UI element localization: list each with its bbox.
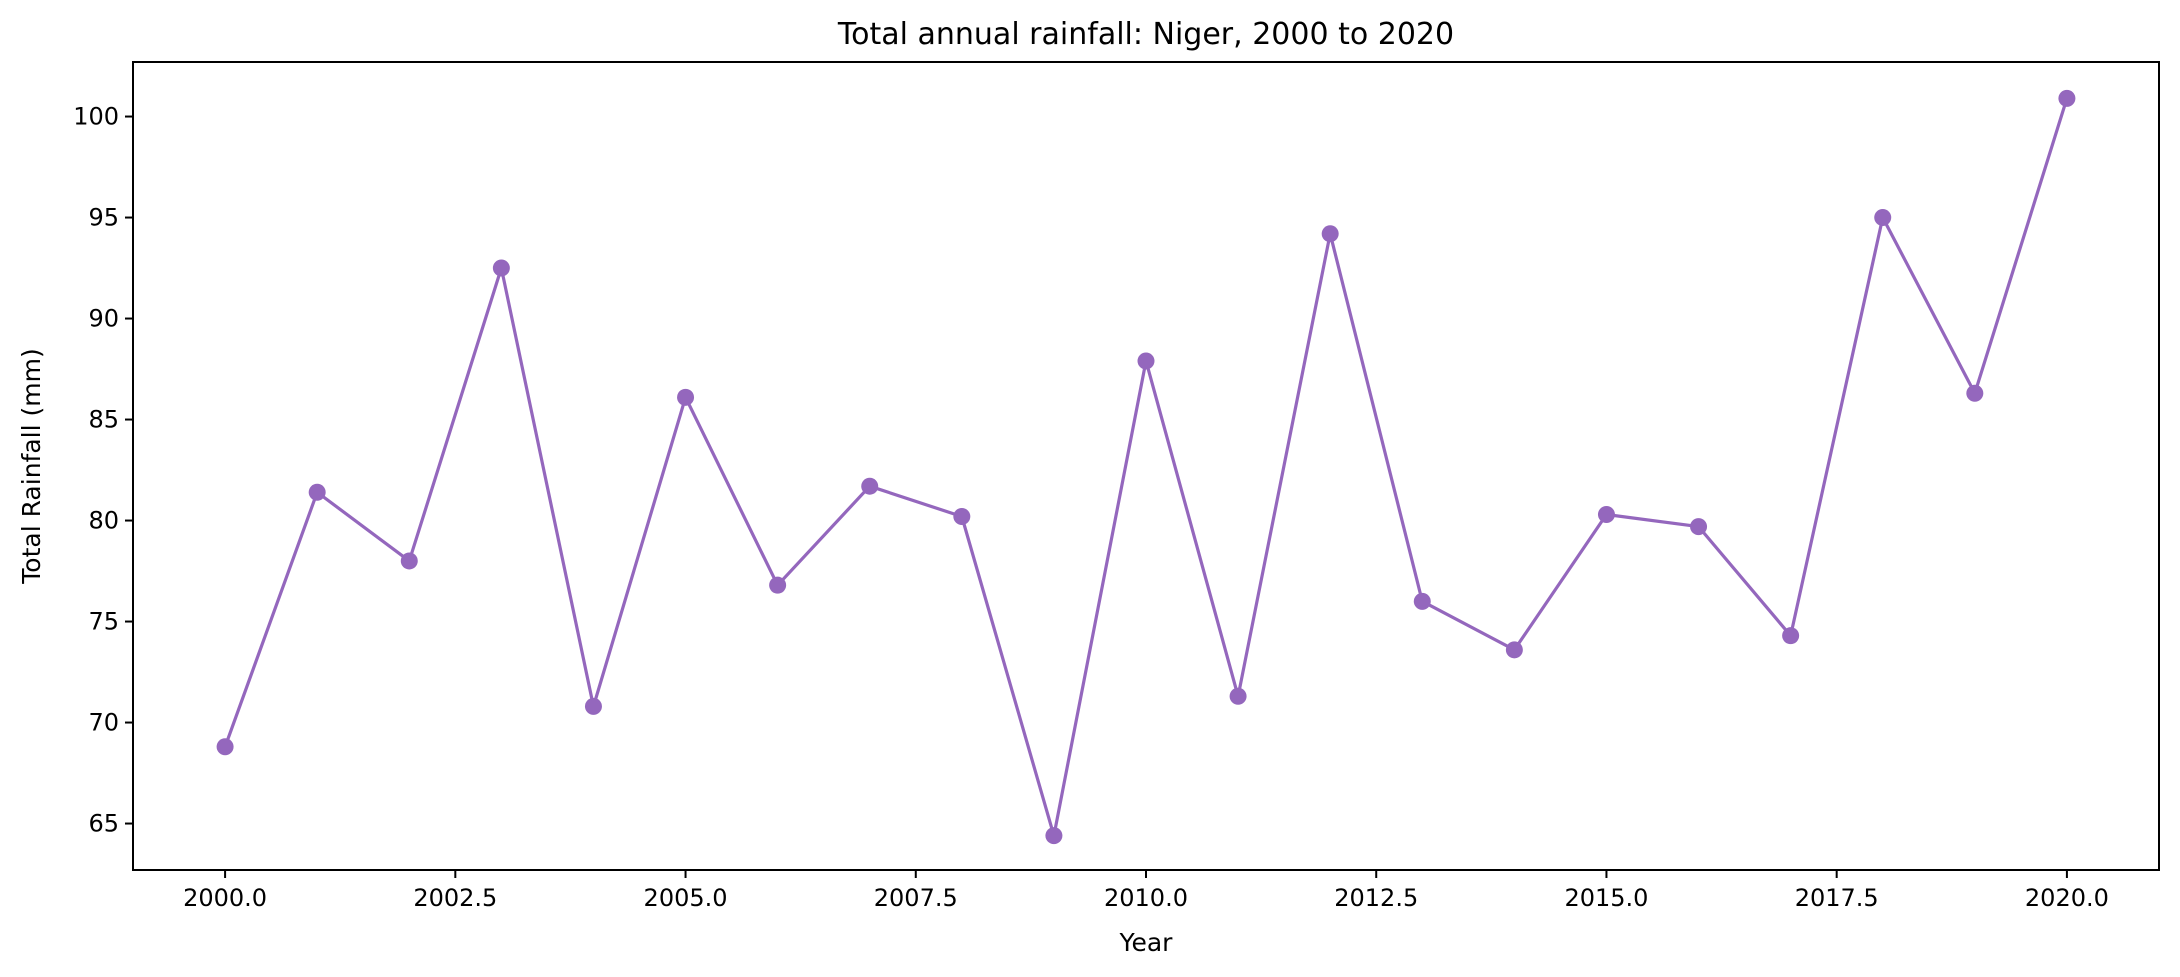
x-axis: 2000.0 2002.5 2005.0 2007.5 2010.0 2012.5 2015… — [183, 870, 2109, 912]
data-point — [1229, 687, 1247, 705]
data-point — [1874, 209, 1892, 227]
y-tick-label: 75 — [88, 608, 119, 636]
y-tick-label: 90 — [88, 305, 119, 333]
series-layer — [216, 89, 2076, 845]
x-tick-label: 2012.5 — [1334, 884, 1418, 912]
x-tick-label: 2007.5 — [874, 884, 958, 912]
data-point — [216, 738, 234, 756]
x-tick-label: 2005.0 — [644, 884, 728, 912]
x-tick-label: 2000.0 — [183, 884, 267, 912]
data-point — [861, 477, 879, 495]
data-point — [1782, 627, 1800, 645]
data-point — [1137, 352, 1155, 370]
y-axis-label: Total Rainfall (mm) — [17, 348, 46, 584]
chart-title: Total annual rainfall: Niger, 2000 to 20… — [837, 17, 1454, 52]
x-tick-label: 2020.0 — [2025, 884, 2109, 912]
x-axis-label: Year — [1119, 928, 1174, 957]
x-tick-label: 2017.5 — [1795, 884, 1879, 912]
y-axis: 65 70 75 80 85 90 95 100 — [73, 103, 133, 838]
x-tick-label: 2002.5 — [413, 884, 497, 912]
data-point — [1321, 225, 1339, 243]
series-line — [223, 97, 2069, 838]
axes-frame — [132, 61, 2160, 871]
data-point — [1045, 827, 1063, 845]
plot-area — [132, 61, 2160, 871]
data-point — [1966, 384, 1984, 402]
y-tick-label: 85 — [88, 406, 119, 434]
y-tick-label: 95 — [88, 204, 119, 232]
data-point — [584, 697, 602, 715]
data-point — [677, 388, 695, 406]
data-point — [769, 576, 787, 594]
data-point — [1413, 592, 1431, 610]
data-point — [1505, 641, 1523, 659]
data-point — [308, 483, 326, 501]
data-point — [492, 259, 510, 277]
y-tick-label: 65 — [88, 810, 119, 838]
data-point — [400, 552, 418, 570]
y-tick-label: 70 — [88, 709, 119, 737]
x-tick-label: 2010.0 — [1104, 884, 1188, 912]
y-tick-label: 100 — [73, 103, 119, 131]
x-tick-label: 2015.0 — [1564, 884, 1648, 912]
data-point — [1690, 518, 1708, 536]
data-point — [1597, 505, 1615, 523]
data-point — [2058, 89, 2076, 107]
y-tick-label: 80 — [88, 507, 119, 535]
data-point — [953, 508, 971, 525]
